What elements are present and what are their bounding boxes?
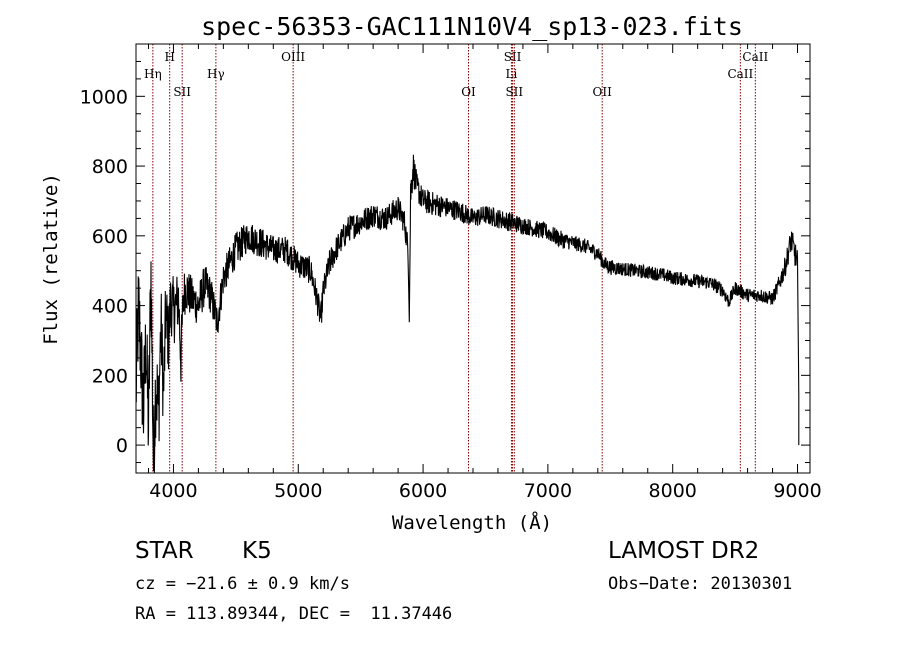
plot-frame xyxy=(135,43,811,474)
spectral-line-label: CaII xyxy=(742,50,768,64)
spectral-line-label: OIII xyxy=(281,50,305,64)
spectral-line-markers: HηH SII Hγ OIII OI SII Li SII OII CaII CaII xyxy=(144,44,768,473)
spectral-line-label: SII xyxy=(173,85,191,99)
x-axis-label: Wavelength (Å) xyxy=(392,511,552,534)
spectrum-line xyxy=(135,154,800,474)
spectral-line-label: Hη xyxy=(144,67,162,81)
redshift-velocity: cz = −21.6 ± 0.9 km/s xyxy=(135,574,350,594)
x-axis: 4000 5000 6000 7000 8000 9000 xyxy=(147,44,822,502)
spectral-line-label: SII xyxy=(505,85,523,99)
x-tick-label: 7000 xyxy=(524,480,572,502)
x-tick-label: 6000 xyxy=(399,480,447,502)
observation-date: Obs−Date: 20130301 xyxy=(608,574,793,594)
y-tick-label: 400 xyxy=(92,296,128,318)
spectral-line-label: Hγ xyxy=(207,67,225,81)
y-tick-label: 1000 xyxy=(80,86,128,108)
spectral-line-label: H xyxy=(164,50,174,64)
sky-coordinates: RA = 113.89344, DEC = 11.37446 xyxy=(135,604,453,624)
x-tick-label: 9000 xyxy=(773,480,821,502)
y-tick-label: 800 xyxy=(92,156,128,178)
object-class: STAR xyxy=(135,538,194,564)
y-axis-label: Flux (relative) xyxy=(40,173,62,345)
y-tick-label: 600 xyxy=(92,226,128,248)
y-axis: 0 200 400 600 800 1000 xyxy=(80,43,810,464)
object-subclass: K5 xyxy=(242,538,272,564)
y-tick-label: 0 xyxy=(116,435,128,457)
spectral-line-label: SII xyxy=(504,50,522,64)
survey-name: LAMOST DR2 xyxy=(608,538,760,564)
x-tick-label: 8000 xyxy=(649,480,697,502)
spectral-line-label: Li xyxy=(506,67,518,81)
spectral-line-label: CaII xyxy=(727,67,753,81)
x-tick-label: 4000 xyxy=(149,480,197,502)
spectral-line-label: OI xyxy=(461,85,476,99)
y-tick-label: 200 xyxy=(92,365,128,387)
x-tick-label: 5000 xyxy=(274,480,322,502)
spectral-line-label: OII xyxy=(593,85,613,99)
chart-title: spec-56353-GAC111N10V4_sp13-023.fits xyxy=(201,12,743,41)
